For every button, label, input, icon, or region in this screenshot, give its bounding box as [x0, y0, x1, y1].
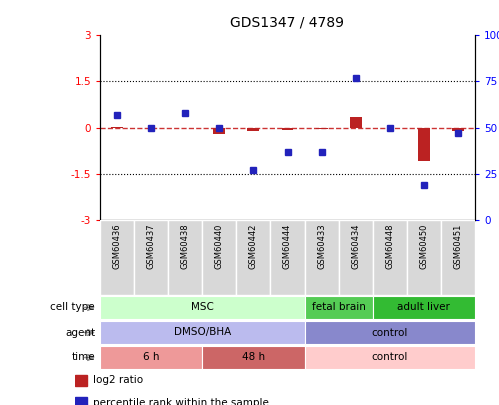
Bar: [237, 220, 270, 295]
Text: adult liver: adult liver: [397, 303, 450, 313]
Text: cell type: cell type: [50, 303, 95, 313]
Bar: [202, 346, 304, 369]
Bar: [100, 346, 202, 369]
Bar: [111, 127, 123, 128]
Bar: [75, 397, 87, 405]
Text: 6 h: 6 h: [143, 352, 159, 362]
Text: GSM60434: GSM60434: [351, 224, 360, 269]
Bar: [339, 220, 373, 295]
Text: time: time: [71, 352, 95, 362]
Bar: [407, 220, 441, 295]
Bar: [100, 321, 304, 344]
Bar: [304, 296, 373, 319]
Bar: [202, 220, 237, 295]
Text: GSM60442: GSM60442: [249, 224, 258, 269]
Bar: [441, 220, 475, 295]
Text: log2 ratio: log2 ratio: [93, 375, 143, 385]
Text: percentile rank within the sample: percentile rank within the sample: [93, 398, 269, 405]
Text: GSM60450: GSM60450: [419, 224, 428, 269]
Bar: [316, 128, 327, 129]
Bar: [75, 375, 87, 386]
Bar: [168, 220, 202, 295]
Text: GSM60436: GSM60436: [113, 224, 122, 269]
Bar: [350, 117, 362, 128]
Text: GSM60438: GSM60438: [181, 224, 190, 269]
Text: GSM60433: GSM60433: [317, 224, 326, 269]
Bar: [281, 128, 293, 130]
Bar: [418, 128, 430, 162]
Text: GSM60444: GSM60444: [283, 224, 292, 269]
Bar: [100, 296, 304, 319]
Text: GSM60440: GSM60440: [215, 224, 224, 269]
Text: 48 h: 48 h: [242, 352, 265, 362]
Text: DMSO/BHA: DMSO/BHA: [174, 328, 231, 337]
Bar: [452, 128, 464, 131]
Text: control: control: [372, 328, 408, 337]
Text: fetal brain: fetal brain: [312, 303, 366, 313]
Text: agent: agent: [65, 328, 95, 337]
Bar: [373, 296, 475, 319]
Bar: [373, 220, 407, 295]
Text: GSM60448: GSM60448: [385, 224, 394, 269]
Text: control: control: [372, 352, 408, 362]
Bar: [134, 220, 168, 295]
Bar: [304, 321, 475, 344]
Text: GSM60451: GSM60451: [454, 224, 463, 269]
Title: GDS1347 / 4789: GDS1347 / 4789: [231, 16, 344, 30]
Bar: [304, 346, 475, 369]
Bar: [214, 128, 225, 134]
Text: GSM60437: GSM60437: [147, 224, 156, 269]
Text: MSC: MSC: [191, 303, 214, 313]
Bar: [270, 220, 304, 295]
Bar: [304, 220, 339, 295]
Bar: [248, 128, 259, 131]
Bar: [100, 220, 134, 295]
